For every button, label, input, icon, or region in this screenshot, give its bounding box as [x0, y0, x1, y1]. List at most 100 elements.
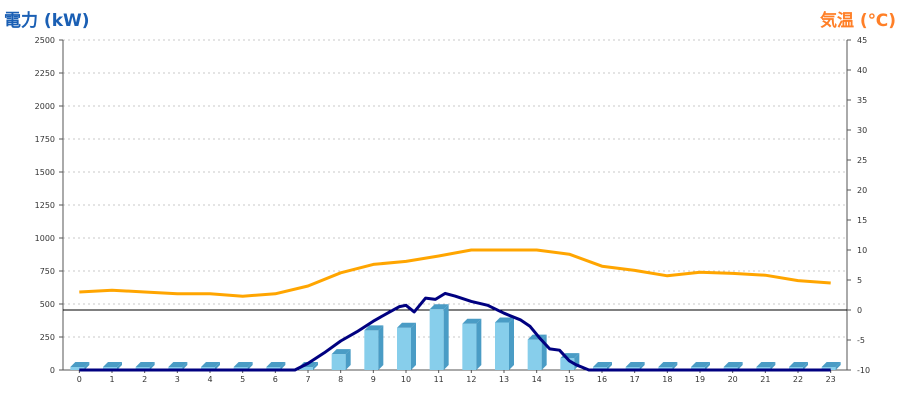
x-tick-label: 13 [499, 375, 509, 384]
bar-side [607, 362, 612, 370]
x-tick-label: 12 [466, 375, 476, 384]
bar-side [509, 317, 514, 370]
bar-side [345, 349, 351, 370]
right-tick-label: 20 [857, 186, 867, 195]
x-tick-label: 9 [371, 375, 376, 384]
bar-side [411, 322, 416, 370]
bar-top [70, 362, 90, 367]
x-tick-label: 8 [338, 375, 343, 384]
right-tick-label: 25 [857, 156, 867, 165]
x-tick-label: 14 [532, 375, 542, 384]
right-tick-label: 5 [857, 276, 862, 285]
bar-top [364, 325, 384, 331]
bar-side [476, 318, 482, 370]
bar [527, 334, 547, 370]
bar-top [429, 304, 449, 310]
bar-top [495, 317, 514, 323]
x-tick-label: 4 [207, 375, 212, 384]
left-tick-label: 1000 [35, 234, 55, 243]
x-tick-label: 10 [401, 375, 411, 384]
left-tick-label: 1250 [35, 201, 55, 210]
x-tick-label: 17 [630, 375, 640, 384]
bar-side [149, 362, 155, 370]
x-tick-label: 7 [305, 375, 310, 384]
bar-front [560, 358, 575, 370]
right-tick-label: 30 [857, 126, 867, 135]
left-tick-label: 0 [50, 366, 55, 375]
bar-side [313, 362, 318, 370]
temperature-line [79, 248, 831, 298]
bar [462, 318, 482, 370]
x-tick-label: 3 [175, 375, 180, 384]
x-tick-label: 18 [662, 375, 672, 384]
bar-top [723, 362, 743, 367]
bar [364, 325, 384, 370]
right-tick-label: 45 [857, 36, 867, 45]
bar-side [84, 362, 90, 370]
left-tick-label: 250 [40, 333, 55, 342]
x-tick-label: 15 [564, 375, 574, 384]
x-tick-label: 2 [142, 375, 147, 384]
x-tick-label: 11 [434, 375, 444, 384]
bar-top [168, 362, 188, 367]
bar-side [705, 362, 710, 370]
x-tick-label: 6 [273, 375, 278, 384]
right-tick-label: 40 [857, 66, 867, 75]
x-tick-label: 16 [597, 375, 607, 384]
bar-top [756, 362, 776, 367]
left-tick-label: 1500 [35, 168, 55, 177]
bar-front [495, 322, 509, 370]
bar-side [835, 362, 841, 370]
bar-front [70, 367, 85, 370]
bar-top [625, 362, 645, 367]
bar-side [770, 362, 776, 370]
bar-side [378, 325, 384, 370]
bar-top [397, 322, 416, 328]
x-tick-label: 0 [77, 375, 82, 384]
bar-side [639, 362, 645, 370]
bar-top [266, 362, 286, 367]
left-tick-label: 2250 [35, 69, 55, 78]
bar-front [364, 330, 379, 370]
bar-front [397, 327, 411, 370]
right-axis-title: 気温 (℃) [819, 11, 896, 31]
bar-side [803, 362, 808, 370]
bar-side [443, 304, 449, 370]
bar-top [135, 362, 155, 367]
bar-front [462, 323, 477, 370]
bar-side [672, 362, 678, 370]
x-tick-label: 21 [760, 375, 770, 384]
bar-side [182, 362, 188, 370]
power-line [79, 291, 831, 372]
left-tick-label: 1750 [35, 135, 55, 144]
bar-top [821, 362, 841, 367]
bar [429, 304, 449, 370]
bar-top [658, 362, 678, 367]
bar-side [117, 362, 122, 370]
right-tick-label: 35 [857, 96, 867, 105]
left-tick-label: 750 [40, 267, 55, 276]
bar-side [215, 362, 220, 370]
bar [70, 362, 90, 370]
bar-top [233, 362, 253, 367]
bar-top [331, 349, 351, 355]
bar-top [201, 362, 220, 367]
left-tick-label: 500 [40, 300, 55, 309]
bar-front [527, 339, 542, 370]
right-tick-label: -5 [857, 336, 865, 345]
bar [331, 349, 351, 370]
x-tick-label: 1 [109, 375, 114, 384]
x-tick-label: 20 [728, 375, 738, 384]
x-tick-label: 23 [826, 375, 836, 384]
bar-top [789, 362, 808, 367]
bar-top [462, 318, 482, 324]
bar-side [737, 362, 743, 370]
right-tick-label: 15 [857, 216, 867, 225]
bar-top [103, 362, 122, 367]
bar-front [299, 367, 313, 370]
right-tick-label: 0 [857, 306, 862, 315]
bar [495, 317, 514, 370]
bar [397, 322, 416, 370]
right-tick-label: 10 [857, 246, 867, 255]
